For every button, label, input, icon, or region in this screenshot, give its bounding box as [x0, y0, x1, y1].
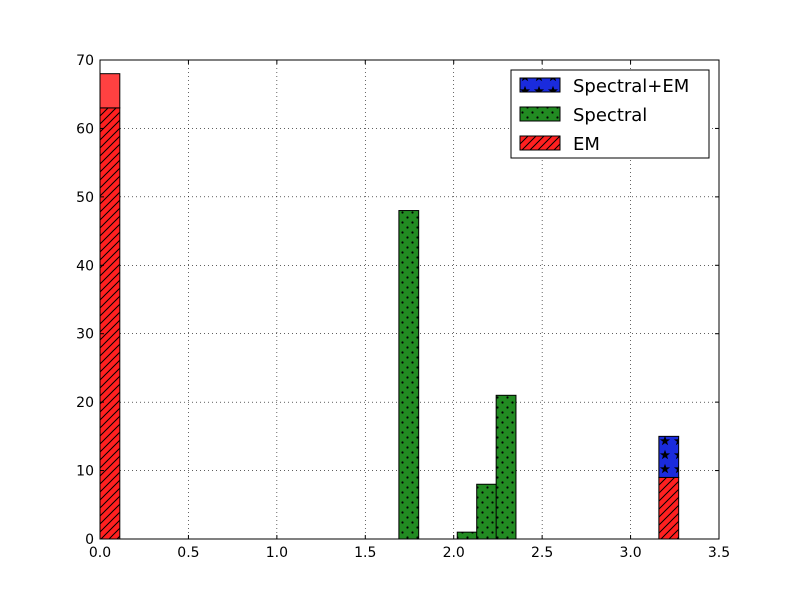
bar-spectral: [476, 483, 498, 540]
y-tick-label: 60: [76, 121, 94, 137]
y-tick-label: 0: [85, 532, 94, 548]
x-tick-label: 3.0: [619, 545, 641, 561]
axis-ticks: [99, 59, 720, 540]
y-tick-label: 50: [76, 190, 94, 206]
bar-em: [658, 476, 680, 540]
y-tick-label: 70: [76, 53, 94, 69]
bar-overlay-em: [99, 73, 121, 109]
plot-frame: [99, 59, 720, 540]
bar-spectral: [456, 531, 478, 540]
legend-label-spectral: Spectral: [573, 105, 647, 126]
x-tick-label: 1.5: [354, 545, 376, 561]
y-tick-label: 10: [76, 464, 94, 480]
legend-label-spectral-em: Spectral+EM: [573, 76, 689, 97]
x-tick-label: 0.5: [177, 545, 199, 561]
bar-em: [99, 107, 121, 540]
tick-labels: 0.0 0.5 1.0 1.5 2.0 2.5 3.0 3.5 0 10 20 30 40 50 60 70: [76, 53, 730, 561]
x-tick-label: 2.0: [443, 545, 465, 561]
legend-swatch-spectral-em: [519, 77, 561, 93]
y-tick-label: 20: [76, 395, 94, 411]
legend-swatch-em: [519, 135, 561, 151]
legend: Spectral+EM Spectral EM: [510, 69, 710, 159]
legend-label-em: EM: [573, 134, 600, 155]
x-tick-label: 3.5: [708, 545, 730, 561]
y-tick-label: 30: [76, 327, 94, 343]
x-tick-label: 0.0: [89, 545, 111, 561]
legend-swatch-spectral: [519, 106, 561, 122]
x-tick-label: 1.0: [266, 545, 288, 561]
bar-spectral-em: [658, 435, 680, 478]
bar-spectral: [495, 394, 517, 540]
bar-spectral: [398, 210, 420, 540]
y-tick-label: 40: [76, 258, 94, 274]
x-tick-label: 2.5: [531, 545, 553, 561]
